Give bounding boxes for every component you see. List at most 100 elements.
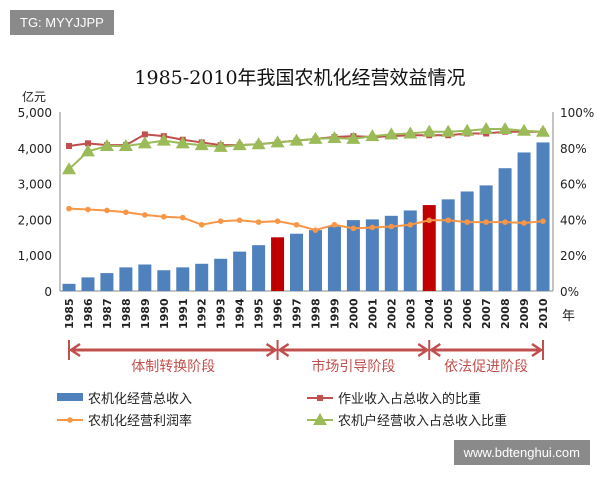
series-2-point-1990	[161, 213, 167, 220]
series-2-point-1987	[104, 207, 110, 214]
phase-arrowhead-right	[417, 342, 430, 358]
series-2-point-2003	[407, 221, 414, 228]
x-tick-label: 2000	[347, 298, 360, 329]
series-2-point-2008	[502, 219, 508, 225]
series-3-point-2001	[365, 129, 380, 142]
series-2-point-2010	[540, 218, 546, 224]
phase-label: 市场引导阶段	[311, 358, 395, 375]
bar-1996	[271, 237, 285, 291]
x-tick-label: 2010	[537, 298, 550, 329]
left-tick-label: 0	[44, 285, 52, 299]
phase-label: 依法促进阶段	[444, 359, 528, 375]
series-2-point-1992	[198, 221, 205, 228]
series-3-point-1999	[327, 130, 342, 143]
x-tick-label: 2005	[442, 298, 455, 329]
series-3-point-2003	[403, 126, 418, 139]
bar-1992	[195, 263, 209, 291]
x-tick-label: 1987	[101, 298, 114, 329]
series-3-point-1992	[194, 138, 209, 151]
x-tick-label: 1993	[215, 298, 228, 329]
series-2-point-1993	[217, 218, 224, 224]
watermark-top-left: TG: MYYJJPP	[10, 10, 114, 35]
legend-swatch-bar	[57, 393, 83, 401]
series-1-point-1985	[66, 143, 72, 150]
x-tick-label: 2007	[480, 298, 493, 329]
series-3-point-1991	[175, 136, 190, 149]
x-tick-label: 2001	[366, 298, 379, 329]
series-2-point-2005	[445, 217, 452, 224]
x-tick-label: 1999	[328, 298, 341, 329]
series-2-point-2001	[369, 224, 376, 231]
series-3-point-1994	[232, 138, 247, 151]
bar-2004	[422, 205, 436, 291]
x-tick-label: 1998	[309, 298, 322, 329]
series-3-point-1986	[80, 144, 95, 157]
series-3-point-1989	[137, 136, 152, 149]
series-2-point-2006	[464, 219, 470, 225]
series-3-point-1988	[118, 139, 133, 152]
legend-label: 农机户经营收入占总收入比重	[338, 413, 507, 429]
series-2-point-1995	[255, 219, 262, 225]
series-2-point-1989	[142, 212, 148, 218]
bar-1986	[81, 277, 95, 291]
bar-1985	[62, 283, 76, 291]
bar-1999	[327, 226, 341, 291]
right-tick-label: 40%	[560, 213, 587, 227]
right-tick-label: 100%	[560, 106, 594, 120]
series-3-point-1985	[62, 162, 76, 175]
x-tick-label: 1989	[139, 298, 152, 329]
left-tick-label: 1,000	[18, 249, 52, 263]
series-3-point-1990	[156, 133, 171, 146]
series-2-point-1999	[331, 221, 338, 228]
legend-marker	[313, 413, 327, 425]
bar-1987	[100, 273, 114, 291]
series-3-point-2010	[536, 124, 550, 137]
series-3-point-1993	[213, 139, 228, 152]
series-3-point-2008	[498, 122, 513, 135]
series-2-point-1991	[179, 214, 186, 221]
right-tick-label: 20%	[560, 249, 587, 263]
series-2-point-1997	[293, 221, 300, 228]
bar-1995	[252, 245, 266, 291]
x-tick-label: 1988	[120, 298, 133, 329]
bar-2006	[460, 191, 474, 291]
x-tick-label: 2009	[518, 298, 531, 329]
series-2-point-2002	[388, 223, 395, 230]
series-3-point-2002	[384, 127, 399, 140]
series-2-point-2000	[350, 225, 357, 232]
x-tick-label: 2003	[404, 298, 417, 329]
x-tick-label: 2008	[499, 298, 512, 329]
x-axis-label: 年	[562, 309, 575, 324]
phase-arrowhead-right	[531, 342, 544, 358]
series-2-point-2007	[483, 219, 489, 225]
bar-2003	[403, 210, 417, 291]
series-1-point-1986	[84, 140, 91, 147]
x-tick-label: 1991	[177, 298, 190, 329]
series-3-point-1996	[270, 135, 285, 148]
series-3-point-2005	[441, 124, 456, 137]
bar-1997	[290, 233, 304, 291]
bar-1991	[176, 267, 190, 291]
bar-1990	[157, 270, 171, 291]
bar-2002	[384, 215, 398, 291]
series-2-point-1986	[85, 206, 91, 213]
left-axis-unit: 亿元	[22, 89, 46, 104]
legend-label: 作业收入占总收入的比重	[338, 391, 481, 407]
x-tick-label: 2006	[461, 298, 474, 329]
series-2-point-1996	[274, 218, 281, 224]
x-tick-label: 1985	[63, 298, 76, 329]
series-3-point-1987	[99, 139, 114, 152]
legend-label: 农机化经营总收入	[88, 392, 192, 407]
bar-2001	[365, 219, 379, 291]
legend-label: 农机化经营利润率	[88, 413, 192, 429]
series-3-point-2009	[517, 123, 532, 136]
watermark-bottom-right: www.bdtenghui.com	[453, 440, 590, 465]
series-3-point-2006	[460, 123, 475, 136]
left-tick-label: 3,000	[18, 178, 52, 192]
phase-arrowhead-right	[265, 342, 278, 358]
right-tick-label: 80%	[560, 142, 587, 156]
x-tick-label: 2002	[385, 298, 398, 329]
x-tick-label: 1990	[158, 298, 171, 329]
